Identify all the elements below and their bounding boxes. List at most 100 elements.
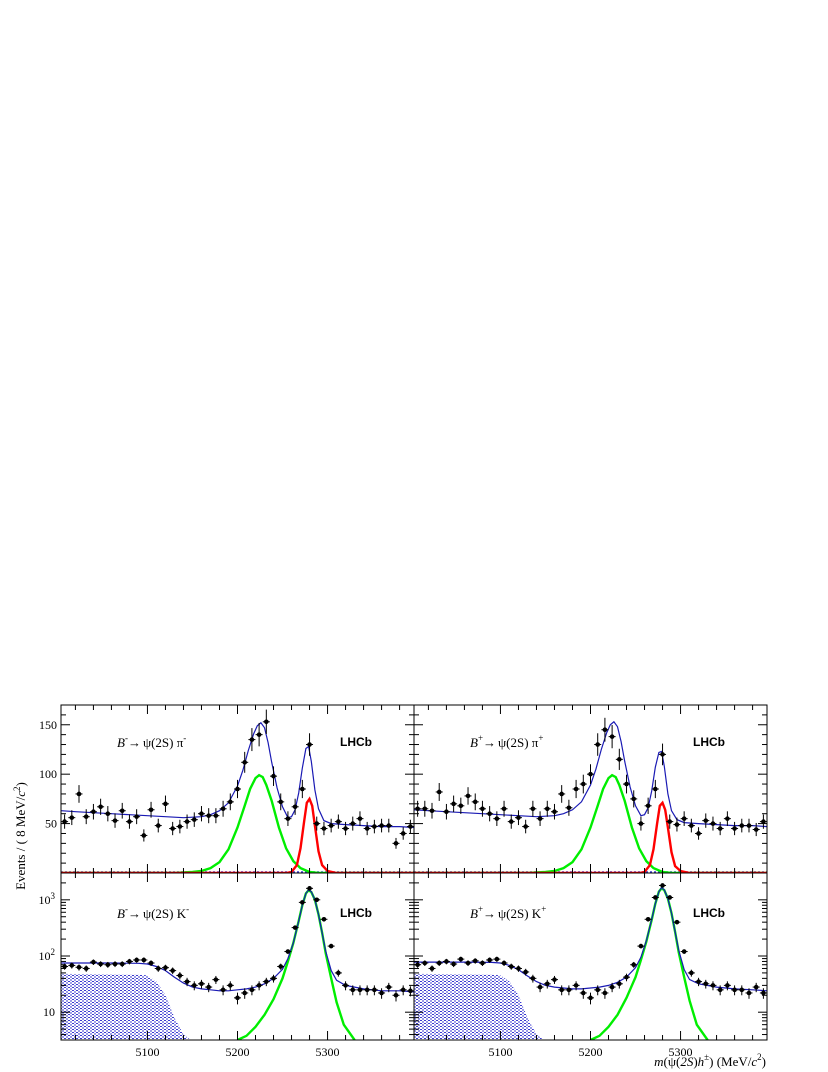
plot-area bbox=[61, 886, 414, 1040]
marker bbox=[127, 819, 132, 824]
marker bbox=[357, 987, 363, 993]
data-point bbox=[270, 766, 278, 786]
marker bbox=[364, 987, 370, 993]
marker bbox=[191, 983, 197, 988]
data-point bbox=[659, 883, 667, 888]
data-point bbox=[565, 799, 573, 816]
marker bbox=[271, 976, 276, 981]
y-axis-title-close: ) bbox=[13, 782, 28, 786]
x-tick-label: 5100 bbox=[135, 1045, 159, 1059]
data-point bbox=[738, 818, 746, 833]
marker bbox=[717, 826, 723, 831]
data-point bbox=[68, 810, 76, 826]
data-point bbox=[695, 977, 703, 987]
marker bbox=[739, 987, 745, 993]
signal-curve bbox=[61, 796, 414, 873]
marker bbox=[112, 818, 118, 823]
decay-label-bottom-left: B-→ ψ(2S) K- bbox=[117, 904, 189, 921]
data-point bbox=[89, 959, 97, 965]
marker bbox=[285, 816, 291, 821]
marker bbox=[552, 977, 557, 982]
data-point bbox=[248, 728, 256, 752]
marker bbox=[379, 823, 384, 828]
data-point bbox=[529, 974, 537, 983]
data-point bbox=[248, 985, 256, 996]
marker bbox=[580, 990, 586, 996]
marker bbox=[292, 925, 298, 930]
marker bbox=[523, 824, 528, 829]
data-point bbox=[500, 800, 508, 817]
data-point bbox=[486, 957, 494, 963]
marker bbox=[336, 970, 341, 976]
marker bbox=[249, 737, 255, 742]
data-point bbox=[601, 988, 609, 999]
data-point bbox=[507, 814, 515, 829]
marker bbox=[761, 990, 766, 996]
data-point bbox=[478, 960, 486, 967]
marker bbox=[746, 990, 752, 996]
data-point bbox=[745, 818, 753, 833]
data-point bbox=[183, 977, 191, 987]
data-point bbox=[313, 897, 321, 903]
y-tick-label: 10 bbox=[43, 1005, 55, 1019]
data-point bbox=[212, 808, 220, 824]
marker bbox=[566, 987, 572, 993]
marker bbox=[537, 984, 543, 990]
data-point bbox=[522, 819, 530, 834]
decay-label-top-right: B+→ ψ(2S) π+ bbox=[470, 733, 543, 750]
data-point bbox=[644, 797, 652, 814]
marker bbox=[674, 822, 680, 827]
panel-b-minus-pi bbox=[60, 704, 415, 874]
data-point bbox=[313, 816, 321, 831]
marker bbox=[199, 811, 204, 817]
marker bbox=[436, 789, 442, 795]
marker bbox=[552, 809, 557, 815]
data-point bbox=[716, 821, 724, 836]
data-point bbox=[277, 963, 285, 970]
marker bbox=[717, 987, 723, 993]
marker bbox=[458, 803, 464, 809]
marker bbox=[444, 809, 449, 815]
marker bbox=[148, 960, 154, 966]
data-point bbox=[133, 957, 141, 963]
marker bbox=[624, 974, 629, 980]
marker bbox=[508, 819, 514, 824]
marker bbox=[242, 990, 248, 996]
marker bbox=[242, 760, 248, 765]
marker bbox=[134, 814, 139, 819]
panel-frame bbox=[413, 704, 768, 874]
data-point bbox=[637, 943, 645, 949]
panel-b-plus-pi bbox=[413, 704, 768, 874]
data-point bbox=[723, 981, 731, 991]
data-point bbox=[392, 990, 400, 1002]
marker bbox=[91, 959, 96, 965]
data-point bbox=[709, 981, 717, 991]
marker bbox=[544, 806, 550, 812]
marker bbox=[501, 960, 507, 966]
data-point bbox=[601, 717, 609, 742]
data-point bbox=[262, 709, 270, 735]
data-point bbox=[731, 985, 739, 996]
marker bbox=[415, 806, 420, 812]
marker bbox=[588, 995, 593, 1001]
data-point bbox=[421, 960, 429, 967]
y-tick-label: 102 bbox=[39, 947, 56, 963]
marker bbox=[645, 803, 651, 809]
data-point bbox=[97, 798, 105, 815]
data-point bbox=[558, 985, 566, 996]
data-point bbox=[673, 919, 681, 925]
marker bbox=[400, 987, 406, 993]
data-point bbox=[594, 733, 602, 756]
marker bbox=[465, 793, 471, 799]
data-point bbox=[68, 962, 76, 969]
marker bbox=[472, 958, 478, 964]
data-point bbox=[702, 979, 710, 989]
data-point bbox=[306, 733, 314, 756]
marker bbox=[653, 895, 658, 900]
marker bbox=[444, 959, 449, 964]
data-point bbox=[363, 821, 371, 836]
partial-reco-area bbox=[61, 973, 191, 1040]
data-point bbox=[522, 968, 530, 976]
data-point bbox=[716, 985, 724, 996]
marker bbox=[703, 981, 709, 987]
